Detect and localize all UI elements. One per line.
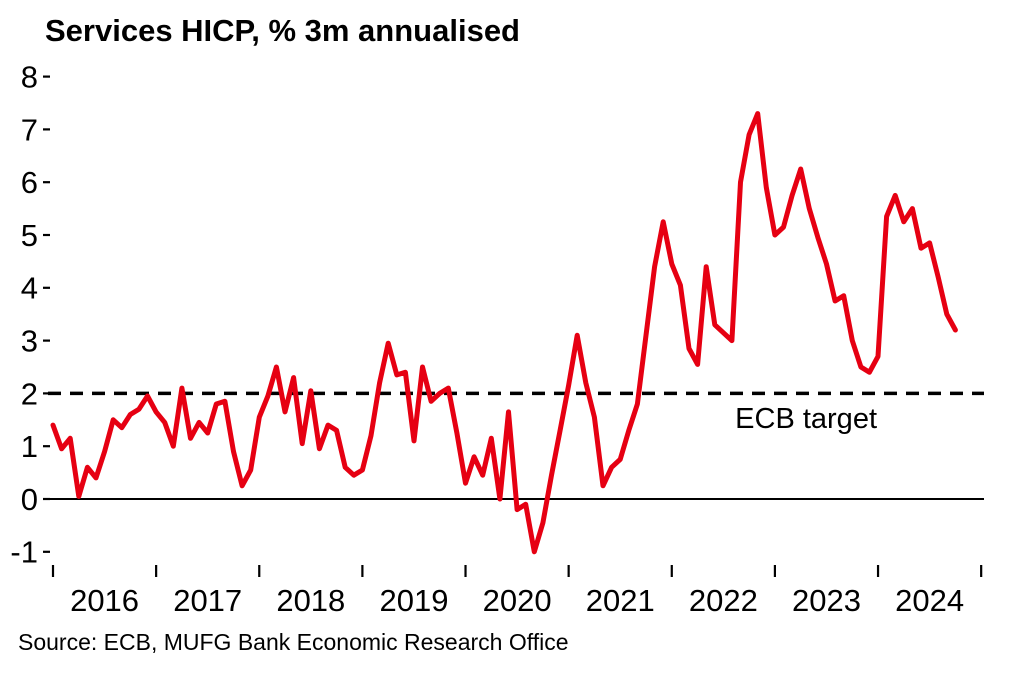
x-tick-label: 2021	[586, 583, 655, 618]
x-tick-label: 2024	[895, 583, 964, 618]
source-note: Source: ECB, MUFG Bank Economic Research…	[18, 629, 569, 655]
y-tick-label: 1	[21, 429, 38, 464]
y-axis: 8 7 6 5 4 3 2 1 0 -1	[10, 59, 50, 570]
y-tick-label: 5	[21, 218, 38, 253]
y-tick-label: 0	[21, 482, 38, 517]
y-tick-label: 2	[21, 376, 38, 411]
x-tick-label: 2019	[379, 583, 448, 618]
x-tick-label: 2023	[792, 583, 861, 618]
x-axis: 2016 2017 2018 2019 2020 2021 2022 2023 2024	[51, 565, 983, 618]
chart-title: Services HICP, % 3m annualised	[45, 13, 520, 48]
y-tick-label: 7	[21, 112, 38, 147]
x-tick-label: 2016	[70, 583, 139, 618]
x-tick-label: 2017	[173, 583, 242, 618]
ecb-target-label: ECB target	[735, 403, 877, 435]
x-tick-label: 2022	[689, 583, 758, 618]
y-tick-label: 3	[21, 323, 38, 358]
y-tick-label: 8	[21, 59, 38, 94]
y-tick-label: 4	[21, 271, 38, 306]
x-tick-label: 2018	[276, 583, 345, 618]
y-tick-label: 6	[21, 165, 38, 200]
x-tick-label: 2020	[483, 583, 552, 618]
y-tick-label: -1	[10, 535, 38, 570]
hicp-series-line	[50, 111, 958, 555]
